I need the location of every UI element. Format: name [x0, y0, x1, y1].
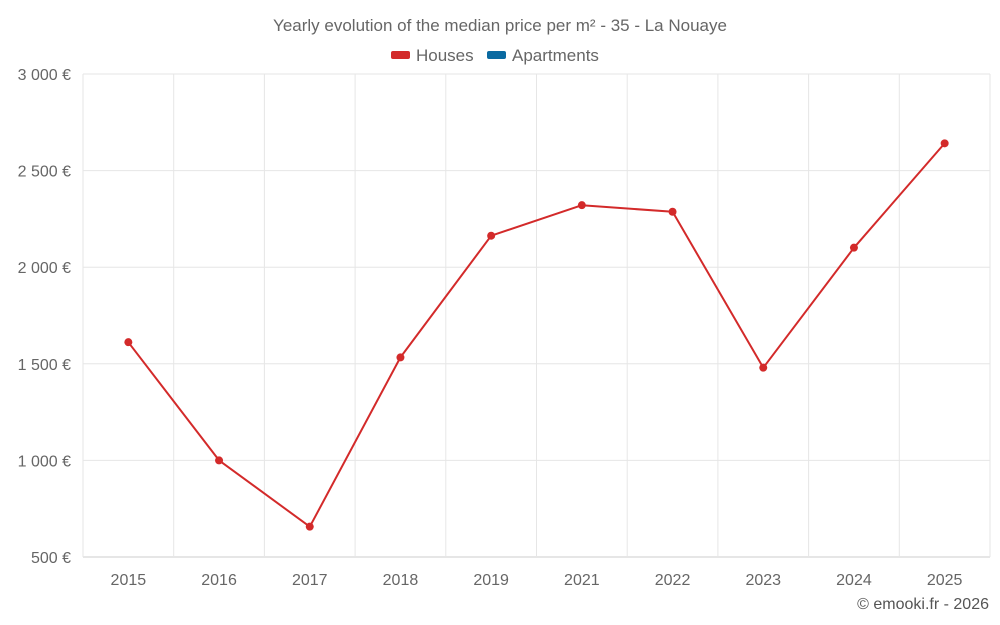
- data-point[interactable]: [759, 363, 768, 372]
- chart-title: Yearly evolution of the median price per…: [273, 16, 727, 35]
- x-tick-label: 2023: [745, 572, 781, 589]
- legend-swatch: [487, 51, 506, 59]
- x-tick-label: 2015: [111, 572, 147, 589]
- x-tick-label: 2017: [292, 572, 328, 589]
- data-point[interactable]: [124, 338, 133, 347]
- credit-text: © emooki.fr - 2026: [857, 596, 989, 613]
- data-point[interactable]: [849, 243, 858, 252]
- x-tick-label: 2016: [201, 572, 237, 589]
- grid: [82, 73, 991, 558]
- data-point[interactable]: [577, 201, 586, 210]
- y-tick-label: 1 500 €: [18, 357, 71, 374]
- legend-label: Houses: [416, 46, 474, 65]
- legend: Houses Apartments: [391, 46, 599, 65]
- x-axis: 2015 2016 2017 2018 2019 2021 2022 2023 2024 2025: [111, 572, 963, 589]
- data-point[interactable]: [487, 231, 496, 240]
- legend-item-houses[interactable]: Houses: [391, 46, 474, 65]
- data-point[interactable]: [396, 353, 405, 362]
- x-tick-label: 2022: [655, 572, 691, 589]
- data-point[interactable]: [668, 207, 677, 216]
- legend-item-apartments[interactable]: Apartments: [487, 46, 599, 65]
- x-tick-label: 2024: [836, 572, 872, 589]
- legend-label: Apartments: [512, 46, 599, 65]
- data-point[interactable]: [940, 139, 949, 148]
- y-tick-label: 3 000 €: [18, 67, 71, 84]
- y-axis: 500 € 1 000 € 1 500 € 2 000 € 2 500 € 3 000 €: [18, 67, 71, 567]
- data-point[interactable]: [305, 522, 314, 531]
- y-tick-label: 2 500 €: [18, 164, 71, 181]
- y-tick-label: 500 €: [31, 550, 71, 567]
- legend-swatch: [391, 51, 410, 59]
- data-point[interactable]: [215, 456, 224, 465]
- y-tick-label: 2 000 €: [18, 260, 71, 277]
- y-tick-label: 1 000 €: [18, 453, 71, 470]
- x-tick-label: 2025: [927, 572, 963, 589]
- x-tick-label: 2018: [383, 572, 419, 589]
- series-group: [124, 139, 949, 531]
- x-tick-label: 2021: [564, 572, 600, 589]
- x-tick-label: 2019: [473, 572, 509, 589]
- series-line-houses: [127, 142, 946, 528]
